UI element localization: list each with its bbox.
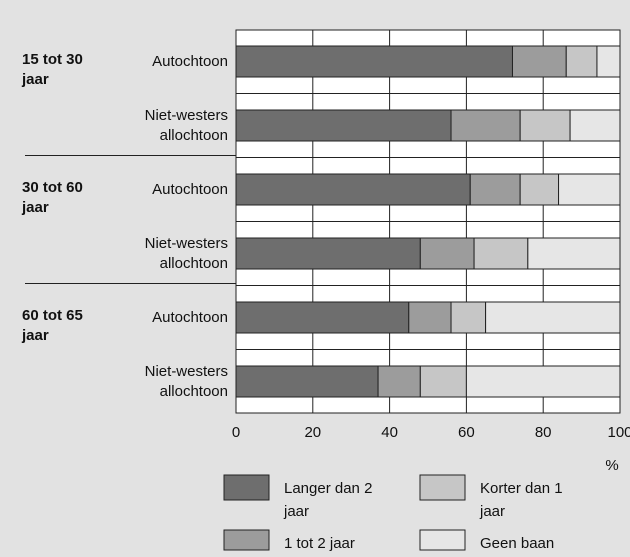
category-label: Niet-westers allochtoon	[144, 234, 228, 272]
category-label: Autochtoon	[152, 52, 228, 70]
bar-segment	[419, 365, 467, 398]
legend-label: Langer dan 2 jaar	[284, 480, 373, 520]
bar-segment	[519, 173, 560, 206]
bar-segment	[485, 301, 621, 334]
bar-segment	[408, 301, 452, 334]
category-label: Niet-westers allochtoon	[144, 106, 228, 144]
bar-segment	[235, 301, 410, 334]
bar-segment	[465, 365, 621, 398]
legend-label: Geen baan	[480, 535, 555, 552]
bar-segment	[519, 109, 571, 142]
bar-segment	[569, 109, 621, 142]
bar-segment	[469, 173, 521, 206]
bar-segment	[527, 237, 621, 270]
legend-label: Korter dan 1 jaar	[480, 480, 563, 520]
bar-segment	[558, 173, 621, 206]
bar-segment	[235, 109, 452, 142]
bar-segment	[377, 365, 421, 398]
bar-segment	[473, 237, 529, 270]
x-tick-label: 0	[232, 424, 240, 441]
group-label: 60 tot 65 jaar	[22, 307, 83, 344]
category-label: Niet-westers allochtoon	[144, 362, 228, 400]
legend-swatch	[223, 474, 270, 501]
x-tick-label: 80	[535, 424, 552, 441]
legend-swatch	[419, 529, 466, 551]
bar-segment	[565, 45, 598, 78]
bar-segment	[235, 173, 471, 206]
x-tick-label: 20	[304, 424, 321, 441]
bar-segment	[235, 237, 421, 270]
legend-label: 1 tot 2 jaar	[284, 535, 355, 552]
group-label: 15 tot 30 jaar	[22, 51, 83, 88]
bar-segment	[596, 45, 621, 78]
category-label: Autochtoon	[152, 180, 228, 198]
legend-swatch	[223, 529, 270, 551]
x-tick-label: 100	[607, 424, 630, 441]
category-label: Autochtoon	[152, 308, 228, 326]
bar-segment	[419, 237, 475, 270]
group-label: 30 tot 60 jaar	[22, 179, 83, 216]
bar-segment	[235, 365, 379, 398]
bar-segment	[450, 109, 521, 142]
bar-segment	[235, 45, 513, 78]
x-tick-label: 40	[381, 424, 398, 441]
bar-segment	[511, 45, 567, 78]
legend-swatch	[419, 474, 466, 501]
bar-segment	[450, 301, 487, 334]
x-axis-label: %	[605, 457, 618, 474]
x-tick-label: 60	[458, 424, 475, 441]
